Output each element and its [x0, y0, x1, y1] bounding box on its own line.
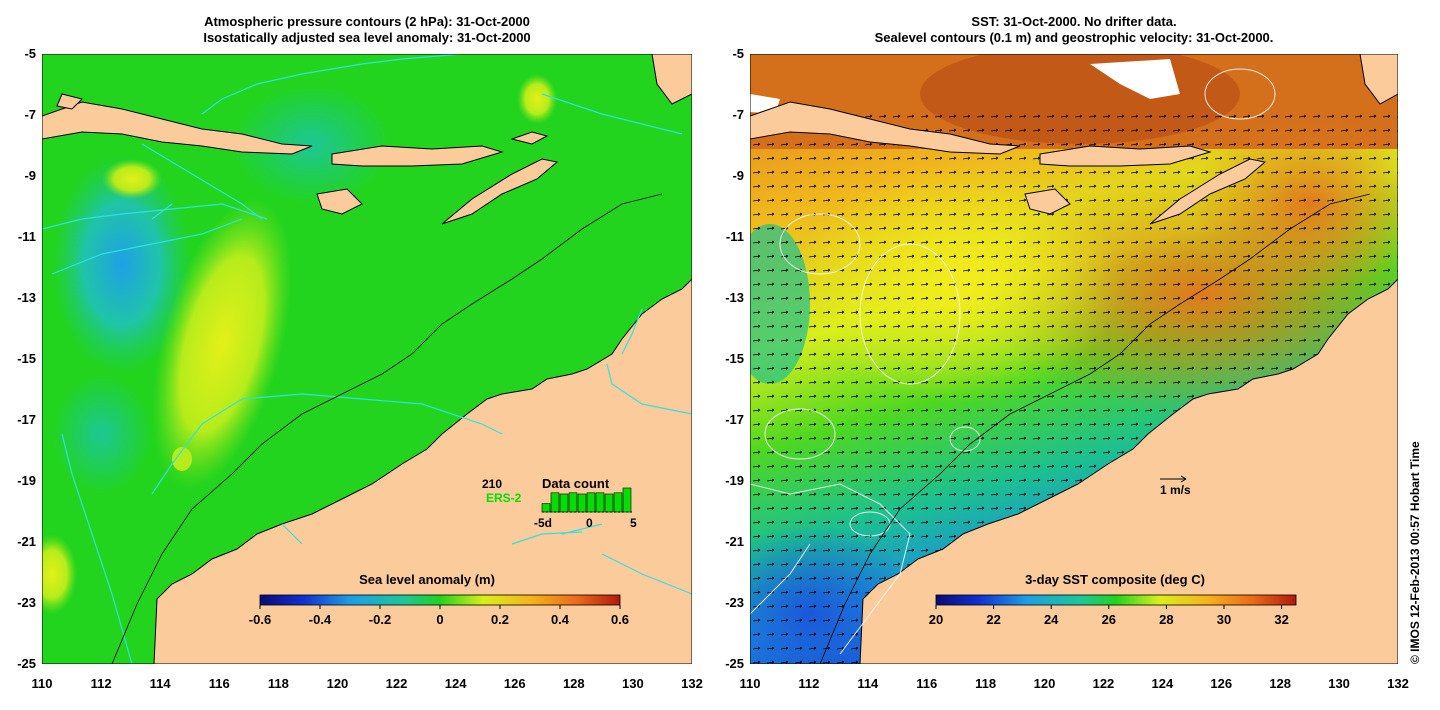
right-x-tick: 126 — [1210, 676, 1233, 691]
right-x-tick: 110 — [739, 676, 761, 691]
left-y-tick: -5 — [24, 46, 36, 61]
left-y-tick: -11 — [17, 229, 36, 244]
right-colorbar-tick-label: 22 — [986, 612, 1000, 627]
left-colorbar-tick-label: -0.6 — [249, 612, 271, 627]
right-y-tick: -15 — [725, 351, 744, 366]
right-x-tick: 112 — [798, 676, 820, 691]
data-count-bar — [577, 493, 587, 513]
australia-land-right — [859, 278, 1398, 664]
left-x-tick: 112 — [90, 676, 112, 691]
australia-land — [153, 278, 692, 664]
right-y-tick: -25 — [725, 656, 744, 671]
left-colorbar-tick-label: 0.4 — [551, 612, 570, 627]
sea-level-contours — [750, 68, 1276, 655]
left-colorbar-tick-label: 0 — [436, 612, 443, 627]
left-x-tick: 128 — [562, 676, 585, 691]
left-y-tick: -19 — [17, 473, 36, 488]
right-y-tick: -13 — [725, 290, 744, 305]
right-title-line1: SST: 31-Oct-2000. No drifter data. — [971, 14, 1177, 29]
left-y-tick: -25 — [17, 656, 36, 671]
left-x-tick: 120 — [326, 676, 349, 691]
count-tick-zero: 0 — [586, 516, 593, 530]
left-x-tick: 126 — [503, 676, 526, 691]
count-tick-end: 5 — [630, 516, 637, 530]
right-x-tick: 130 — [1328, 676, 1350, 691]
left-colorbar — [259, 594, 621, 606]
right-y-tick: -21 — [725, 534, 744, 549]
left-title-line2: Isostatically adjusted sea level anomaly… — [203, 30, 531, 45]
left-x-tick: 110 — [31, 676, 53, 691]
right-map: 1 m/s 3-day SST composite (deg C) 20 22 24… — [750, 54, 1398, 664]
data-count-bar — [550, 492, 560, 513]
right-x-tick: 128 — [1269, 676, 1292, 691]
right-y-tick: -11 — [725, 229, 744, 244]
left-colorbar-tick-label: 0.2 — [491, 612, 509, 627]
right-x-tick: 118 — [975, 676, 997, 691]
right-x-tick: 132 — [1387, 676, 1409, 691]
left-colorbar-tick-label: 0.6 — [611, 612, 629, 627]
boundary-lines — [42, 54, 692, 664]
right-y-tick: -5 — [732, 46, 744, 61]
data-count-bar — [568, 492, 578, 513]
right-colorbar-label: 3-day SST composite (deg C) — [1025, 572, 1205, 587]
velocity-scale-label: 1 m/s — [1160, 483, 1191, 497]
left-x-tick: 118 — [267, 676, 289, 691]
data-count-bar — [541, 503, 551, 513]
left-y-tick: -17 — [17, 412, 36, 427]
data-count-bar — [559, 493, 569, 513]
right-colorbar — [935, 594, 1297, 606]
right-x-tick: 124 — [1151, 676, 1174, 691]
data-count-max: 210 — [482, 477, 502, 491]
right-x-tick: 116 — [916, 676, 938, 691]
right-title-line2: Sealevel contours (0.1 m) and geostrophi… — [874, 30, 1274, 45]
right-x-tick: 120 — [1033, 676, 1056, 691]
left-x-tick: 132 — [681, 676, 703, 691]
data-count-bar — [586, 492, 596, 513]
data-count-inset: Data count 210 ERS-2 -5d 0 5 — [482, 476, 637, 530]
left-colorbar-tick-label: -0.2 — [369, 612, 391, 627]
left-y-tick: -21 — [17, 534, 36, 549]
data-count-bar — [613, 492, 623, 513]
right-y-tick: -17 — [725, 412, 744, 427]
data-count-bar — [604, 493, 614, 513]
left-map: Data count 210 ERS-2 -5d 0 5 Sea level a… — [42, 54, 692, 664]
left-colorbar-label: Sea level anomaly (m) — [359, 572, 495, 587]
credit-text: © IMOS 12-Feb-2013 00:57 Hobart Time — [1408, 441, 1422, 664]
left-x-tick: 114 — [149, 676, 171, 691]
right-colorbar-tick-label: 28 — [1159, 612, 1173, 627]
right-y-tick: -9 — [732, 168, 744, 183]
velocity-scale-arrow — [1160, 475, 1187, 483]
right-y-tick: -19 — [725, 473, 744, 488]
left-y-tick: -15 — [17, 351, 36, 366]
satellite-label: ERS-2 — [486, 491, 522, 505]
left-x-tick: 116 — [208, 676, 230, 691]
left-x-tick: 130 — [622, 676, 644, 691]
left-title-line1: Atmospheric pressure contours (2 hPa): 3… — [204, 14, 530, 29]
count-tick-start: -5d — [534, 516, 552, 530]
right-colorbar-tick-label: 20 — [929, 612, 943, 627]
right-x-tick: 122 — [1092, 676, 1115, 691]
left-y-tick: -23 — [17, 595, 36, 610]
right-y-tick: -7 — [732, 107, 744, 122]
data-count-bar — [595, 492, 605, 513]
left-x-tick: 124 — [444, 676, 467, 691]
right-colorbar-tick-label: 32 — [1274, 612, 1288, 627]
data-count-bar — [622, 487, 632, 513]
right-x-tick: 114 — [857, 676, 879, 691]
right-y-tick: -23 — [725, 595, 744, 610]
left-colorbar-tick-label: -0.4 — [309, 612, 332, 627]
right-colorbar-tick-label: 26 — [1102, 612, 1116, 627]
left-y-tick: -7 — [24, 107, 36, 122]
data-count-title: Data count — [542, 476, 610, 491]
right-colorbar-tick-label: 30 — [1217, 612, 1231, 627]
shelf-contour — [111, 193, 663, 664]
left-y-tick: -13 — [17, 290, 36, 305]
right-colorbar-tick-label: 24 — [1044, 612, 1059, 627]
left-y-tick: -9 — [24, 168, 36, 183]
left-x-tick: 122 — [385, 676, 408, 691]
